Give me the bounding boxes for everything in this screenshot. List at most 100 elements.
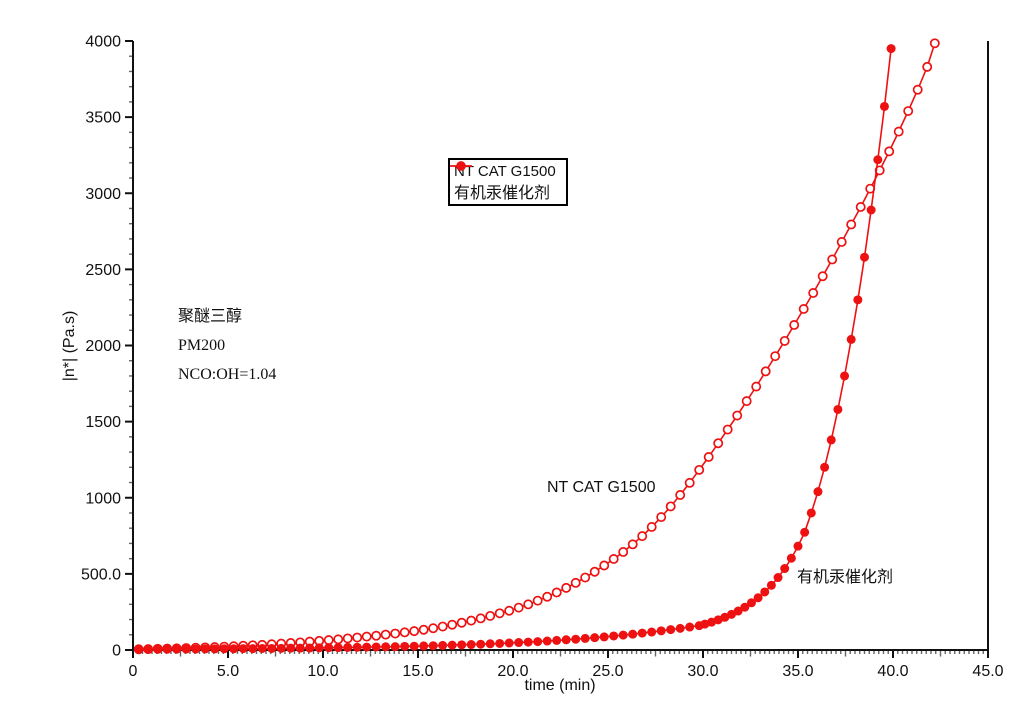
filled-circle-marker: [628, 629, 638, 639]
open-circle-marker: [580, 572, 591, 583]
open-circle-marker: [694, 464, 705, 475]
filled-circle-marker: [800, 527, 810, 537]
legend: NT CAT G1500 有机汞催化剂: [448, 158, 568, 206]
filled-circle-marker: [476, 639, 486, 649]
filled-circle-marker: [675, 623, 685, 633]
filled-circle-marker-icon: [450, 161, 472, 171]
filled-circle-marker: [200, 644, 210, 654]
open-circle-marker: [836, 237, 847, 247]
filled-circle-marker: [276, 643, 286, 653]
filled-circle-marker: [153, 644, 163, 654]
open-circle-marker: [808, 288, 819, 298]
open-circle-marker: [646, 522, 657, 532]
filled-circle-marker: [637, 628, 647, 638]
filled-circle-marker: [853, 295, 863, 305]
filled-circle-marker: [753, 593, 763, 603]
open-circle-marker: [542, 591, 553, 602]
open-circle-marker: [352, 632, 363, 643]
x-tick-label: 40.0: [877, 663, 908, 680]
filled-circle-marker: [813, 487, 823, 497]
x-tick-label: 25.0: [592, 663, 623, 680]
filled-circle-marker: [286, 643, 296, 653]
filled-circle-marker: [466, 640, 476, 650]
open-circle-marker: [333, 634, 344, 645]
open-circle-marker: [637, 531, 648, 542]
filled-circle-marker: [371, 642, 381, 652]
filled-circle-marker: [162, 644, 172, 654]
open-circle-marker: [798, 304, 809, 314]
open-circle-marker: [437, 621, 448, 632]
filled-circle-marker: [409, 641, 419, 651]
y-tick-label: 1500: [85, 414, 121, 431]
open-circle-marker: [418, 624, 429, 635]
filled-circle-marker: [609, 631, 619, 641]
curve-label-mercury: 有机汞催化剂: [797, 569, 894, 586]
filled-circle-marker: [333, 643, 343, 653]
filled-circle-marker: [647, 627, 657, 637]
filled-circle-marker: [840, 371, 850, 381]
x-tick-label: 35.0: [782, 663, 813, 680]
filled-circle-marker: [485, 639, 495, 649]
filled-circle-marker: [390, 642, 400, 652]
filled-circle-marker: [504, 638, 514, 648]
filled-circle-marker: [229, 644, 239, 654]
open-circle-marker: [827, 254, 838, 265]
open-circle-marker: [751, 381, 762, 392]
filled-circle-marker: [727, 609, 736, 619]
filled-circle-marker: [314, 643, 324, 653]
filled-circle-marker: [343, 642, 353, 652]
filled-circle-marker: [191, 644, 201, 654]
filled-circle-marker: [618, 630, 628, 640]
filled-circle-marker: [866, 205, 876, 215]
filled-circle-marker: [886, 44, 896, 54]
open-circle-marker: [929, 38, 940, 49]
x-tick-label: 20.0: [497, 663, 528, 680]
open-circle-marker: [884, 146, 895, 157]
x-tick-label: 0: [129, 663, 138, 680]
open-circle-marker: [371, 630, 382, 641]
filled-circle-marker: [580, 633, 590, 643]
y-tick-label: 4000: [85, 34, 121, 51]
filled-circle-marker: [447, 640, 457, 650]
filled-circle-marker: [552, 635, 562, 645]
filled-circle-marker: [780, 564, 790, 574]
filled-circle-marker: [238, 644, 248, 654]
open-circle-marker: [770, 351, 781, 362]
filled-circle-marker: [457, 640, 467, 650]
open-circle-marker: [475, 613, 486, 624]
open-circle-marker: [903, 106, 914, 116]
open-circle-marker: [789, 319, 800, 330]
open-circle-marker: [722, 424, 733, 435]
filled-circle-marker: [833, 404, 843, 414]
open-circle-marker: [551, 587, 562, 598]
open-circle-marker: [855, 202, 866, 212]
filled-circle-marker: [257, 643, 267, 653]
open-circle-marker: [713, 438, 724, 449]
open-circle-marker: [732, 410, 743, 421]
filled-circle-marker: [826, 435, 836, 445]
open-circle-marker: [656, 512, 667, 523]
open-circle-marker: [684, 477, 695, 488]
open-circle-marker: [447, 619, 458, 630]
filled-circle-marker: [352, 642, 362, 652]
y-tick-label: 2000: [85, 338, 121, 355]
filled-circle-marker: [495, 638, 505, 648]
filled-circle-marker: [879, 101, 889, 111]
filled-circle-marker: [267, 643, 277, 653]
open-circle-marker: [893, 126, 904, 137]
open-circle-marker: [779, 335, 790, 346]
open-circle-marker: [342, 633, 353, 644]
annotation-line-polyol: 聚醚三醇: [178, 308, 243, 325]
filled-circle-marker: [210, 644, 220, 654]
filled-circle-marker: [181, 644, 191, 654]
filled-circle-marker: [766, 580, 776, 590]
open-circle-marker: [608, 554, 619, 564]
filled-circle-marker: [295, 643, 305, 653]
filled-circle-marker: [561, 635, 571, 645]
filled-circle-marker: [248, 644, 258, 654]
legend-item-mercury: 有机汞催化剂: [450, 161, 556, 202]
open-circle-marker: [675, 490, 686, 500]
filled-circle-marker: [666, 625, 676, 635]
open-circle-marker: [428, 623, 439, 634]
